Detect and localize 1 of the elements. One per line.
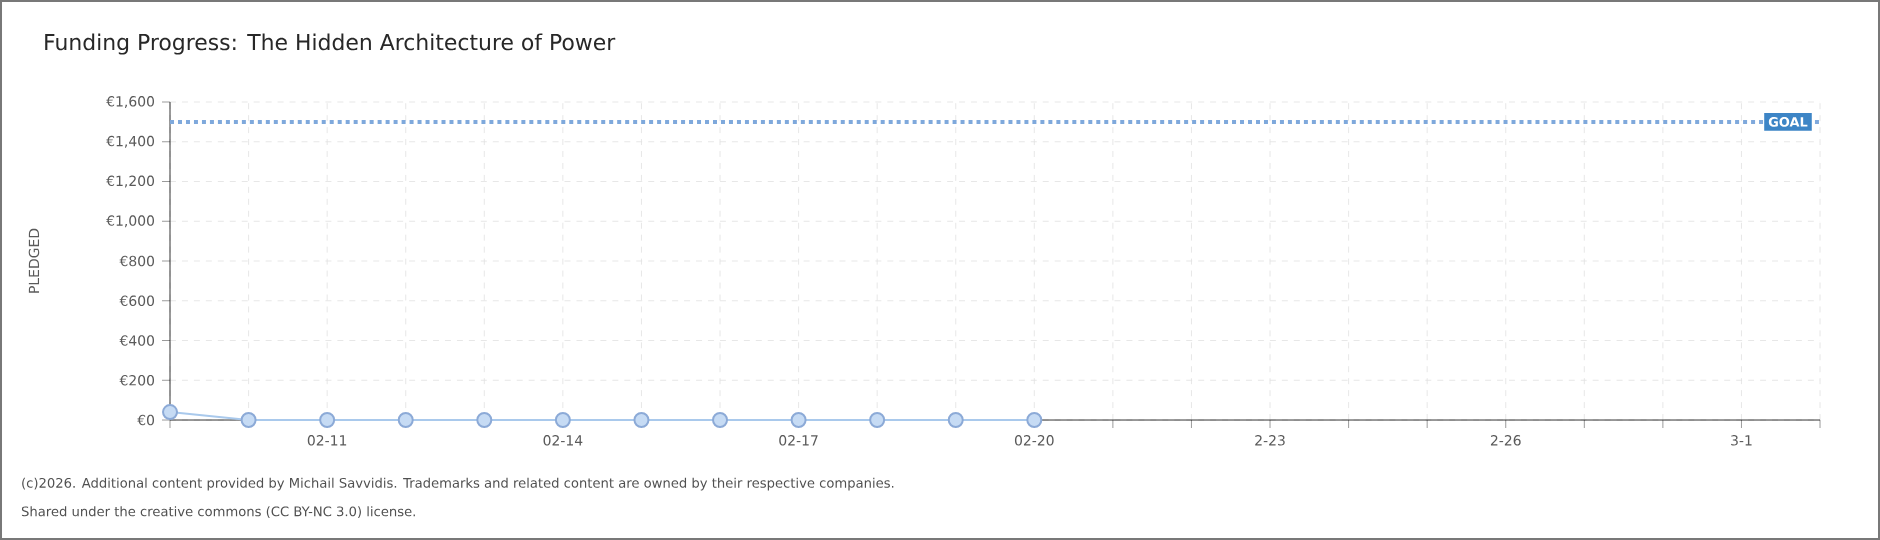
chart-title: Funding Progress: The Hidden Architecture of Power bbox=[45, 33, 616, 55]
